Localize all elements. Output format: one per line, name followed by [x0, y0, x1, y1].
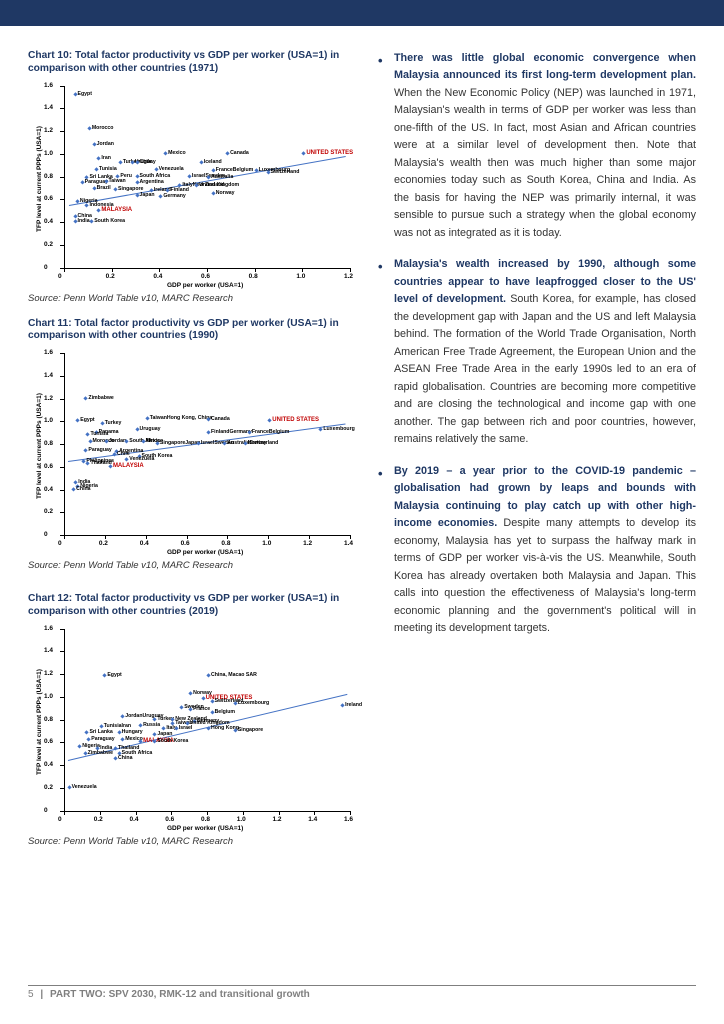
footer-separator: | [36, 989, 47, 1000]
bullet-3: By 2019 – a year prior to the COVID-19 p… [378, 463, 696, 638]
chart11-block: Chart 11: Total factor productivity vs G… [28, 318, 360, 572]
chart11-source: Source: Penn World Table v10, MARC Resea… [28, 560, 360, 571]
page-body: Chart 10: Total factor productivity vs G… [0, 26, 724, 861]
left-column: Chart 10: Total factor productivity vs G… [28, 50, 360, 861]
bullet-2-body: South Korea, for example, has closed the… [394, 293, 696, 445]
chart12-title: Chart 12: Total factor productivity vs G… [28, 593, 360, 619]
chart10-block: Chart 10: Total factor productivity vs G… [28, 50, 360, 304]
bullet-1-lead: There was little global economic converg… [394, 52, 696, 81]
bullet-1: There was little global economic converg… [378, 50, 696, 242]
footer: 5 | PART TWO: SPV 2030, RMK-12 and trans… [28, 985, 696, 1000]
right-column: There was little global economic converg… [378, 50, 696, 861]
bullet-3-body: Despite many attempts to develop its eco… [394, 517, 696, 634]
chart11-plot: 00.20.40.60.81.01.21.400.20.40.60.81.01.… [28, 347, 358, 557]
chart10-plot: 00.20.40.60.81.01.200.20.40.60.81.01.21.… [28, 80, 358, 290]
bullet-list: There was little global economic converg… [378, 50, 696, 638]
chart11-title: Chart 11: Total factor productivity vs G… [28, 318, 360, 344]
bullet-2: Malaysia's wealth increased by 1990, alt… [378, 256, 696, 448]
chart12-block: Chart 12: Total factor productivity vs G… [28, 593, 360, 847]
chart12-plot: 00.20.40.60.81.01.21.41.600.20.40.60.81.… [28, 623, 358, 833]
chart12-source: Source: Penn World Table v10, MARC Resea… [28, 836, 360, 847]
footer-section-title: PART TWO: SPV 2030, RMK-12 and transitio… [50, 989, 310, 1000]
chart10-title: Chart 10: Total factor productivity vs G… [28, 50, 360, 76]
footer-page-number: 5 [28, 989, 34, 1000]
top-navy-bar [0, 0, 724, 26]
bullet-1-body: When the New Economic Policy (NEP) was l… [394, 87, 696, 239]
chart10-source: Source: Penn World Table v10, MARC Resea… [28, 293, 360, 304]
